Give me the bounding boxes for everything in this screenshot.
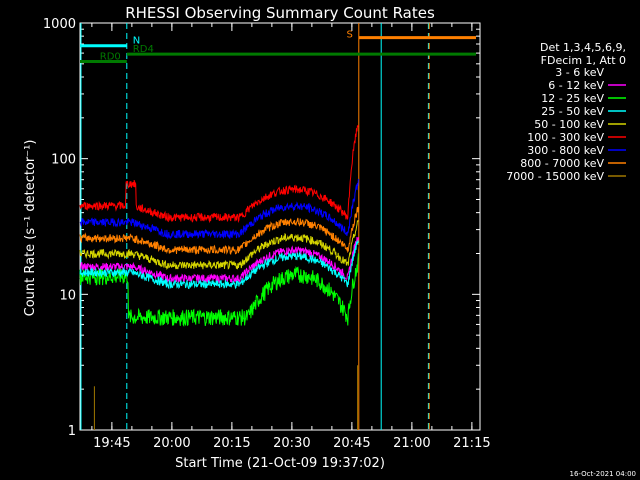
decimation-bar-label: RD4 <box>133 44 154 55</box>
timestamp: 16-Oct-2021 04:00 <box>570 470 636 478</box>
legend-entry-label: 100 - 300 keV <box>527 131 604 144</box>
legend-entry-label: 3 - 6 keV <box>555 66 604 79</box>
series-line <box>79 178 359 240</box>
plot-frame <box>79 22 481 431</box>
y-tick-label: 100 <box>51 153 76 168</box>
y-tick-label: 10 <box>59 288 76 303</box>
legend-entry-label: 6 - 12 keV <box>548 79 604 92</box>
x-axis-label: Start Time (21-Oct-09 19:37:02) <box>175 456 385 471</box>
series-line <box>79 206 359 256</box>
chart-title: RHESSI Observing Summary Count Rates <box>125 4 435 22</box>
legend-header: FDecim 1, Att 0 <box>541 54 626 67</box>
legend-entry-label: 800 - 7000 keV <box>520 157 604 170</box>
decimation-bar-label: RD0 <box>100 52 121 63</box>
x-tick-label: 21:00 <box>393 436 430 451</box>
x-tick-label: 20:00 <box>153 436 190 451</box>
legend-entry-label: 12 - 25 keV <box>541 92 604 105</box>
y-tick-label: 1 <box>68 424 76 439</box>
legend-entry-label: 25 - 50 keV <box>541 105 604 118</box>
x-tick-label: 20:45 <box>333 436 370 451</box>
x-tick-label: 19:45 <box>93 436 130 451</box>
legend-entry-label: 7000 - 15000 keV <box>506 170 604 183</box>
saa-bar-label: S <box>346 30 352 41</box>
x-tick-label: 21:15 <box>453 436 490 451</box>
plot-area: 1 10 100 1000 19:45 20:00 20:15 20:30 20:45 21:00… <box>43 17 491 451</box>
x-tick-label: 20:30 <box>273 436 310 451</box>
legend-entry-label: 300 - 800 keV <box>527 144 604 157</box>
x-tick-label: 20:15 <box>213 436 250 451</box>
legend-entry-label: 50 - 100 keV <box>534 118 604 131</box>
series-line <box>79 240 359 290</box>
y-tick-label: 1000 <box>43 17 76 32</box>
legend-header: Det 1,3,4,5,6,9, <box>540 41 626 54</box>
y-axis-label: Count Rate (s⁻¹ detector⁻¹) <box>23 140 38 317</box>
series-line <box>79 220 359 270</box>
night-bar-label: N <box>133 36 140 47</box>
legend: Det 1,3,4,5,6,9,FDecim 1, Att 03 - 6 keV… <box>506 41 626 183</box>
series-line <box>79 124 359 224</box>
